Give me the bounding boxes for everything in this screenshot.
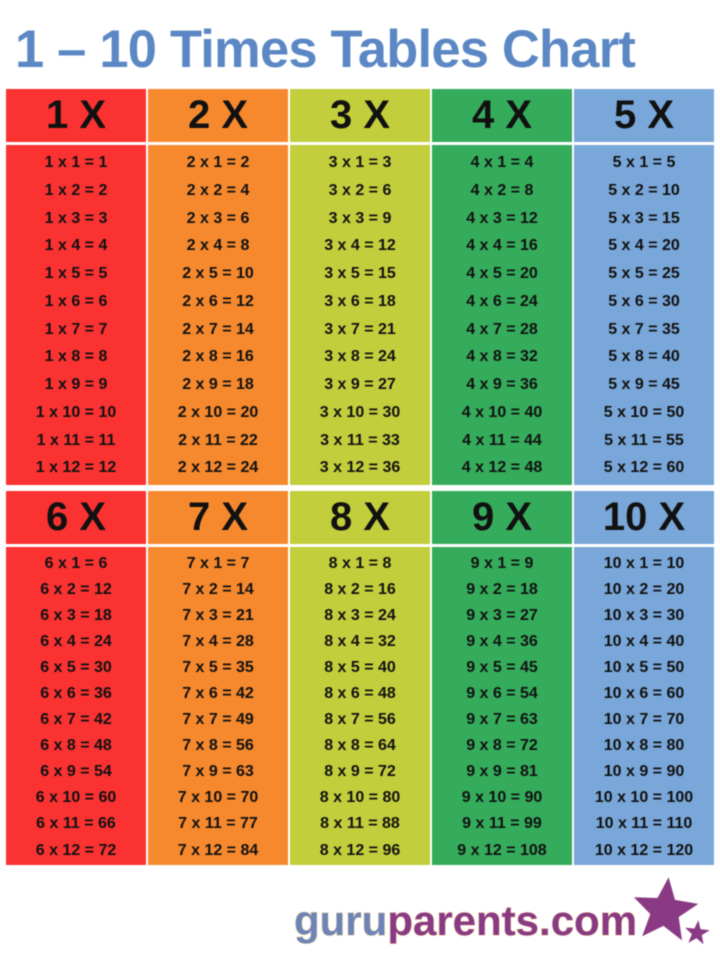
svg-text:guruparents.com: guruparents.com [294, 897, 637, 944]
